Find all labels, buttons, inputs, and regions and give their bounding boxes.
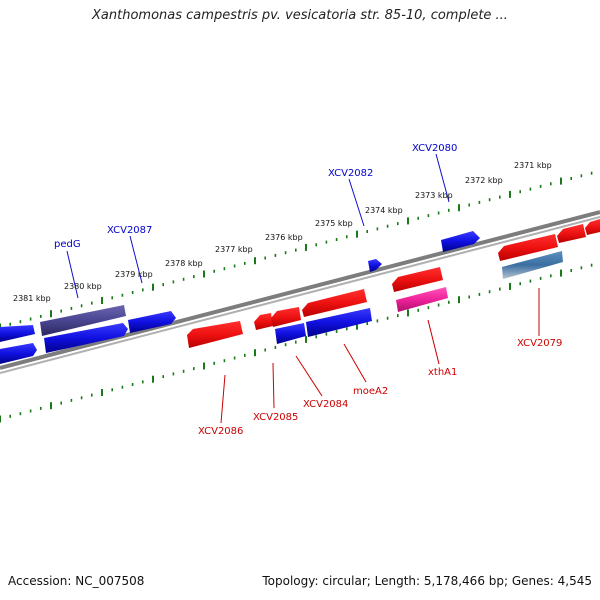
map-title: Xanthomonas campestris pv. vesicatoria s… — [92, 8, 508, 23]
gene-reverse-arrow[interactable] — [557, 224, 586, 243]
gene-XCV2080-arrow[interactable] — [441, 231, 480, 252]
gene-XCV2082-arrow[interactable] — [368, 259, 382, 272]
gene-XCV2086-arrow[interactable] — [187, 321, 243, 348]
gene-XCV2084-arrow[interactable] — [271, 307, 301, 327]
leader-xthA1 — [427, 319, 440, 365]
tick-label-2375: 2375 kbp — [315, 219, 353, 228]
scale-ruler-upper — [0, 171, 593, 331]
gene-XCV2087-arrow[interactable] — [128, 311, 176, 333]
gene-reverse-arrow[interactable] — [585, 219, 600, 235]
gene-pedG-arrow[interactable] — [40, 305, 126, 336]
gene-xthA1-arrow[interactable] — [392, 267, 443, 292]
tick-label-2372: 2372 kbp — [465, 176, 503, 185]
gene-forward-arrow[interactable] — [0, 343, 37, 364]
tick-label-2371: 2371 kbp — [514, 161, 552, 170]
leader-moeA2 — [343, 343, 367, 383]
leader-XCV2086 — [220, 374, 226, 424]
tick-label-2379: 2379 kbp — [115, 270, 153, 279]
leader-XCV2080 — [435, 153, 450, 203]
gene-forward-arrow[interactable] — [0, 325, 35, 342]
leader-XCV2082 — [348, 178, 365, 227]
gene-forward-arrow[interactable] — [275, 323, 306, 344]
gene-label-XCV2080[interactable]: XCV2080 — [412, 143, 457, 154]
gene-forward-arrow[interactable] — [306, 308, 372, 337]
gene-forward-arrow[interactable] — [44, 323, 128, 353]
tick-label-2374: 2374 kbp — [365, 206, 403, 215]
genome-backbone-highlight — [0, 216, 600, 374]
gene-label-pedG[interactable]: pedG — [54, 239, 81, 250]
gene-label-moeA2[interactable]: moeA2 — [353, 386, 388, 397]
gene-rna-bar[interactable] — [502, 251, 563, 279]
gene-XCV2079-arrow[interactable] — [498, 234, 558, 261]
gene-label-XCV2087[interactable]: XCV2087 — [107, 225, 152, 236]
gene-label-XCV2086[interactable]: XCV2086 — [198, 426, 243, 437]
gene-label-xthA1[interactable]: xthA1 — [428, 367, 457, 378]
leader-pedG — [66, 250, 79, 299]
genome-backbone — [0, 210, 600, 370]
tick-label-2380: 2380 kbp — [64, 282, 102, 291]
gene-label-XCV2082[interactable]: XCV2082 — [328, 168, 373, 179]
tick-label-2373: 2373 kbp — [415, 191, 453, 200]
reverse-label-leaders — [220, 288, 540, 424]
gene-label-XCV2084[interactable]: XCV2084 — [303, 399, 348, 410]
genome-stats-text: Topology: circular; Length: 5,178,466 bp… — [262, 574, 592, 588]
tick-label-2378: 2378 kbp — [165, 259, 203, 268]
tick-label-2376: 2376 kbp — [265, 233, 303, 242]
gene-xthA1-pink-arrow[interactable] — [396, 287, 448, 312]
leader-XCV2087 — [129, 235, 143, 284]
gene-label-XCV2079[interactable]: XCV2079 — [517, 338, 562, 349]
gene-XCV2085-arrow[interactable] — [254, 313, 273, 330]
scale-ruler-lower — [0, 263, 593, 423]
gene-label-XCV2085[interactable]: XCV2085 — [253, 412, 298, 423]
tick-label-2381: 2381 kbp — [13, 294, 51, 303]
leader-XCV2085 — [272, 362, 275, 409]
forward-label-leaders — [66, 153, 450, 299]
tick-label-2377: 2377 kbp — [215, 245, 253, 254]
leader-XCV2084 — [295, 355, 323, 397]
gene-moeA2-arrow[interactable] — [302, 289, 367, 317]
accession-text: Accession: NC_007508 — [8, 574, 145, 588]
